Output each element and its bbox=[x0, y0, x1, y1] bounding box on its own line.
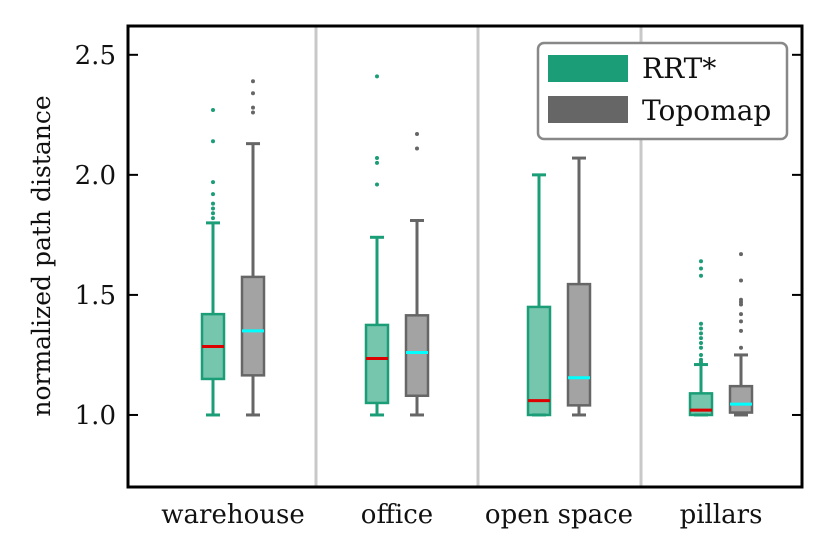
box-iqr bbox=[566, 282, 592, 407]
outlier-point bbox=[415, 132, 419, 137]
outlier-point bbox=[699, 273, 703, 278]
outlier-point bbox=[699, 345, 703, 350]
box-topomap-open-space bbox=[566, 156, 592, 417]
outlier-point bbox=[211, 201, 215, 206]
box-iqr bbox=[526, 305, 552, 417]
outlier-point bbox=[699, 326, 703, 331]
outlier-point bbox=[739, 345, 743, 350]
outlier-point bbox=[211, 192, 215, 197]
outlier-point bbox=[251, 79, 255, 84]
x-tick-label: pillars bbox=[680, 500, 763, 530]
box-rrt-warehouse bbox=[200, 108, 226, 417]
plot-frame bbox=[126, 24, 804, 489]
outlier-point bbox=[251, 105, 255, 110]
y-tick-label: 2.5 bbox=[75, 41, 116, 71]
outlier-point bbox=[739, 297, 743, 302]
outlier-point bbox=[739, 312, 743, 317]
outlier-point bbox=[699, 331, 703, 336]
outlier-point bbox=[375, 74, 379, 79]
outlier-point bbox=[739, 328, 743, 333]
box-rrt-pillars bbox=[688, 259, 714, 417]
outlier-point bbox=[375, 160, 379, 165]
legend-label-rrt: RRT* bbox=[642, 52, 716, 85]
outlier-point bbox=[211, 216, 215, 221]
box-rrt-office bbox=[364, 74, 390, 417]
outlier-point bbox=[211, 206, 215, 211]
outlier-point bbox=[699, 259, 703, 264]
box-iqr bbox=[728, 384, 754, 414]
box-topomap-warehouse bbox=[240, 79, 266, 417]
box-plot-groups bbox=[200, 74, 754, 417]
box-iqr bbox=[364, 323, 390, 405]
x-axis: warehouse office open space pillars bbox=[161, 500, 762, 530]
outlier-point bbox=[739, 319, 743, 324]
box-iqr bbox=[240, 275, 266, 377]
y-axis: 1.0 1.5 2.0 2.5 bbox=[75, 41, 802, 431]
outlier-point bbox=[375, 156, 379, 161]
outlier-point bbox=[699, 357, 703, 362]
outlier-point bbox=[211, 180, 215, 185]
box-topomap-pillars bbox=[728, 252, 754, 417]
outlier-point bbox=[699, 340, 703, 345]
y-tick-label: 1.5 bbox=[75, 281, 116, 311]
box-iqr bbox=[688, 392, 714, 417]
outlier-point bbox=[211, 108, 215, 113]
box-iqr bbox=[404, 314, 430, 398]
legend: RRT* Topomap bbox=[536, 41, 789, 141]
legend-swatch-rrt bbox=[548, 55, 628, 82]
x-tick-label: warehouse bbox=[161, 500, 304, 530]
outlier-point bbox=[415, 146, 419, 151]
box-topomap-office bbox=[404, 132, 430, 417]
outlier-point bbox=[739, 252, 743, 257]
outlier-point bbox=[211, 139, 215, 144]
outlier-point bbox=[251, 110, 255, 115]
y-tick-label: 1.0 bbox=[75, 401, 116, 431]
outlier-point bbox=[211, 211, 215, 216]
box-rrt-open-space bbox=[526, 98, 552, 417]
y-axis-label: normalized path distance bbox=[27, 95, 56, 416]
outlier-point bbox=[739, 278, 743, 283]
outlier-point bbox=[699, 266, 703, 271]
outlier-point bbox=[375, 182, 379, 187]
outlier-point bbox=[699, 352, 703, 357]
legend-label-topomap: Topomap bbox=[642, 94, 771, 127]
outlier-point bbox=[699, 336, 703, 341]
outlier-point bbox=[251, 91, 255, 96]
x-tick-label: office bbox=[361, 500, 433, 530]
y-tick-label: 2.0 bbox=[75, 161, 116, 191]
x-tick-label: open space bbox=[485, 500, 633, 530]
outlier-point bbox=[699, 321, 703, 326]
legend-swatch-topomap bbox=[548, 96, 628, 123]
